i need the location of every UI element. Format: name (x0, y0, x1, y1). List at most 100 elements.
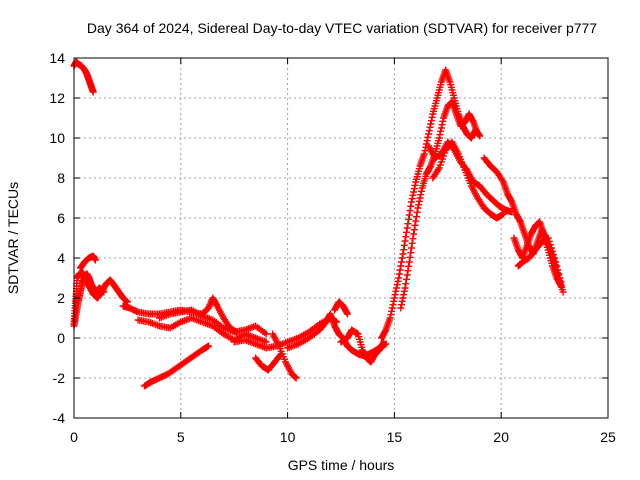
data-point (411, 221, 419, 229)
data-point (407, 249, 415, 257)
data-point (413, 208, 421, 216)
data-point (437, 124, 445, 132)
y-tick-label: 8 (57, 170, 65, 186)
data-point (545, 237, 553, 245)
data-point (438, 121, 446, 129)
data-point (420, 150, 428, 158)
data-point (415, 201, 423, 209)
data-point (403, 271, 411, 279)
data-point (436, 131, 444, 139)
data-point (388, 304, 396, 312)
data-point (387, 311, 395, 319)
data-point (469, 117, 477, 125)
data-point (403, 224, 411, 232)
data-point (407, 202, 415, 210)
data-point (408, 195, 416, 203)
x-tick-label: 25 (600, 429, 616, 445)
data-point (426, 123, 434, 131)
series-arc-afternoon-rise (378, 66, 484, 342)
data-point (379, 339, 387, 347)
data-point (553, 262, 561, 270)
data-point (393, 284, 401, 292)
data-point (407, 198, 415, 206)
axis-ticks (73, 57, 609, 419)
data-point (395, 270, 403, 278)
data-point (554, 266, 562, 274)
data-point (427, 117, 435, 125)
data-point (276, 351, 284, 359)
data-point (393, 281, 401, 289)
x-tick-label: 5 (177, 429, 185, 445)
data-point (403, 275, 411, 283)
data-point (381, 327, 389, 335)
data-point (546, 241, 554, 249)
data-point (386, 314, 394, 322)
data-point (390, 294, 398, 302)
data-point (277, 350, 285, 358)
x-tick-label: 15 (387, 429, 403, 445)
data-point (406, 253, 414, 261)
data-point (428, 113, 436, 121)
data-point (380, 338, 388, 346)
y-tick-label: 6 (57, 210, 65, 226)
data-point (424, 133, 432, 141)
data-point (406, 207, 414, 215)
y-tick-labels: -4 -2 0 2 4 6 8 10 12 14 (49, 50, 65, 426)
data-point (401, 237, 409, 245)
data-point (343, 309, 351, 317)
data-points (70, 58, 567, 390)
series-arc-rising-low (140, 342, 213, 390)
data-point (100, 288, 108, 296)
data-point (551, 254, 559, 262)
y-tick-label: 14 (49, 50, 65, 66)
series-arc-afternoon-2 (397, 98, 482, 312)
data-point (499, 210, 507, 218)
data-point (389, 301, 397, 309)
data-point (398, 258, 406, 266)
y-tick-label: -4 (53, 410, 66, 426)
data-point (408, 239, 416, 247)
data-point (507, 197, 515, 205)
data-point (405, 215, 413, 223)
data-point (400, 246, 408, 254)
data-point (403, 228, 411, 236)
x-tick-label: 10 (280, 429, 296, 445)
data-point (412, 217, 420, 225)
y-tick-label: -2 (53, 370, 66, 386)
data-point (292, 374, 300, 382)
data-point (556, 274, 564, 282)
data-point (415, 197, 423, 205)
data-point (397, 304, 405, 312)
data-point (425, 130, 433, 138)
data-point (388, 307, 396, 315)
data-point (399, 250, 407, 258)
y-tick-label: 10 (49, 130, 65, 146)
data-point (416, 194, 424, 202)
data-point (544, 234, 552, 242)
data-point (398, 297, 406, 305)
data-point (547, 244, 555, 252)
data-point (555, 270, 563, 278)
data-point (398, 301, 406, 309)
data-point (407, 244, 415, 252)
data-point (394, 277, 402, 285)
data-point (395, 274, 403, 282)
data-point (423, 137, 431, 145)
series-arc-midday-6 (331, 298, 351, 318)
data-point (437, 127, 445, 135)
x-tick-label: 20 (493, 429, 509, 445)
data-point (405, 262, 413, 270)
data-point (410, 230, 418, 238)
data-point (427, 120, 435, 128)
series-arc-afternoon-4 (429, 138, 507, 222)
series-arc-early-upper (76, 252, 99, 272)
series-arc-early-lower (70, 270, 108, 330)
data-point (410, 185, 418, 193)
data-point (411, 181, 419, 189)
data-point (414, 204, 422, 212)
data-point (390, 297, 398, 305)
data-point (404, 267, 412, 275)
x-axis-label: GPS time / hours (288, 457, 395, 473)
data-point (396, 266, 404, 274)
x-tick-label: 0 (70, 429, 78, 445)
